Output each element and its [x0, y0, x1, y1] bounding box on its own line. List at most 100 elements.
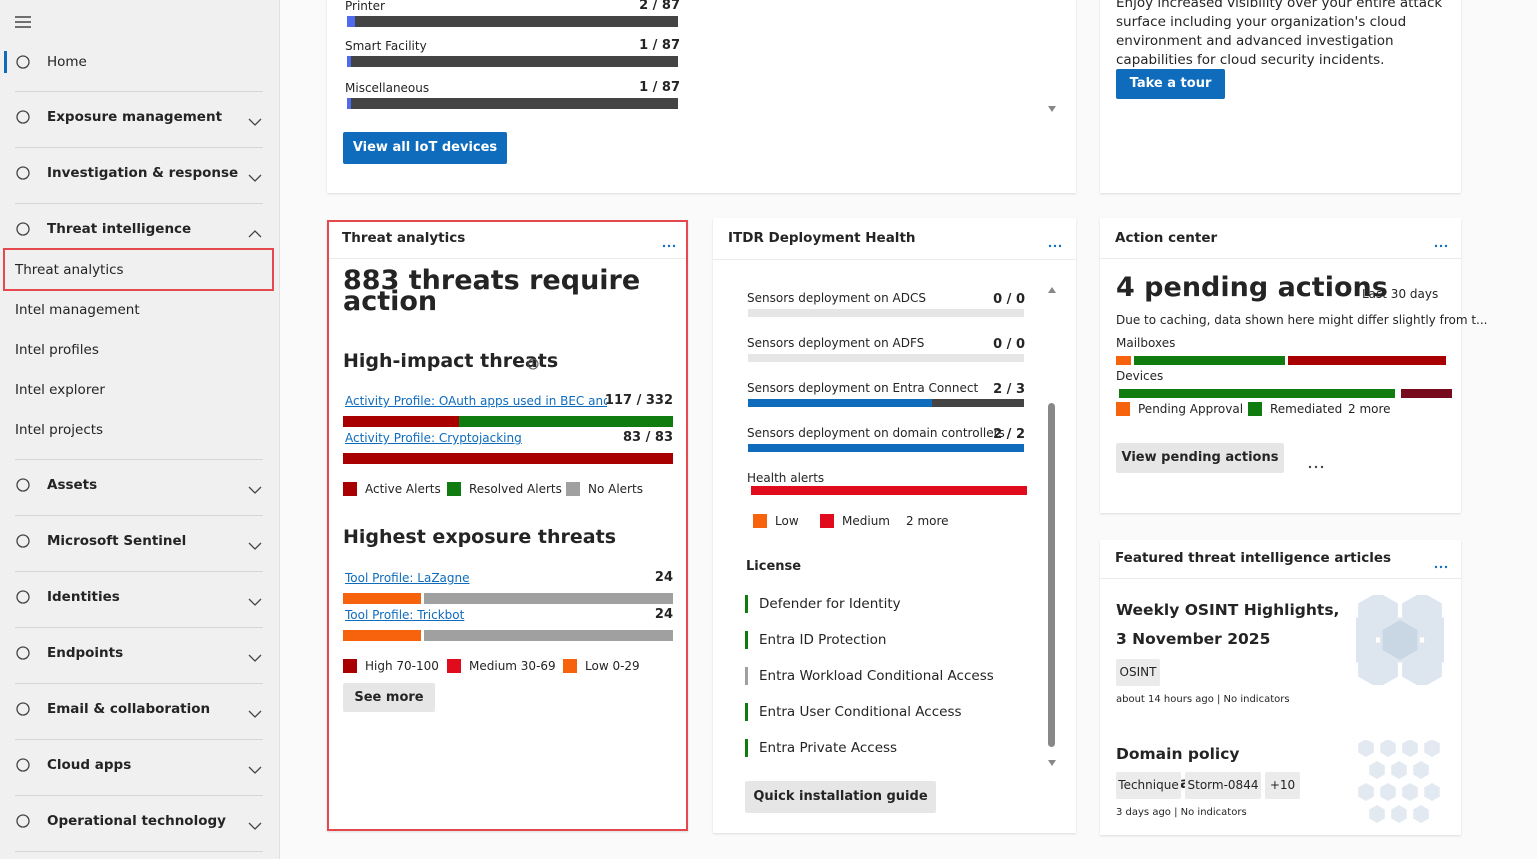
chevron[interactable] — [248, 112, 262, 126]
threat-link[interactable]: Activity Profile: OAuth apps used in BEC… — [345, 394, 607, 408]
nav-item[interactable]: Cloud apps — [47, 757, 132, 773]
separator — [15, 91, 263, 92]
chevron[interactable] — [248, 648, 262, 662]
bar-segment — [343, 630, 421, 641]
nav-icon — [15, 477, 31, 493]
article-title[interactable]: Domain policy modification — [1116, 745, 1240, 792]
more-icon[interactable] — [662, 234, 676, 248]
chevron[interactable] — [248, 224, 262, 238]
nav-item[interactable]: Threat intelligence — [47, 221, 192, 237]
nav-item[interactable]: Intel profiles — [15, 342, 99, 358]
bar-fill — [748, 444, 1024, 452]
nav-item[interactable]: Investigation & response — [47, 165, 239, 181]
button[interactable]: Quick installation guide — [745, 781, 936, 813]
nav-item[interactable]: Intel management — [15, 302, 140, 318]
status-bar — [745, 703, 748, 721]
threat-link[interactable]: Activity Profile: Cryptojacking — [345, 431, 522, 445]
article-image — [1336, 592, 1464, 688]
threat-link[interactable]: Tool Profile: Trickbot — [345, 608, 465, 622]
value-label: 117 / 332 — [604, 393, 673, 408]
card — [713, 218, 1076, 833]
nav-icon — [15, 757, 31, 773]
threat-link[interactable]: Tool Profile: LaZagne — [345, 571, 470, 585]
license-item: Entra Private Access — [759, 740, 898, 756]
scroll-arrow — [1047, 279, 1057, 293]
divider — [329, 258, 686, 259]
card-title: ITDR Deployment Health — [728, 230, 916, 246]
row-label: Miscellaneous — [345, 81, 430, 95]
chevron-svg — [248, 598, 262, 606]
nav-item[interactable]: Home — [47, 54, 87, 70]
legend-more[interactable]: 2 more — [906, 514, 949, 528]
nav-item[interactable]: Microsoft Sentinel — [47, 533, 187, 549]
chevron[interactable] — [248, 168, 262, 182]
divider — [1100, 258, 1461, 259]
separator — [15, 851, 263, 852]
chevron[interactable] — [248, 480, 262, 494]
legend-swatch — [753, 514, 767, 528]
article-title[interactable]: Weekly OSINT Highlights, 3 November 2025 — [1116, 601, 1340, 648]
legend-label: Medium 30-69 — [469, 659, 556, 673]
button[interactable]: View all IoT devices — [343, 132, 507, 164]
separator — [15, 627, 263, 628]
menu-icon[interactable] — [14, 14, 32, 28]
value-label: 24 — [654, 570, 673, 585]
row-label: Sensors deployment on ADFS — [747, 336, 925, 350]
nav-icon-svg — [16, 758, 30, 772]
chevron-svg — [248, 654, 262, 662]
bar-fill — [343, 416, 460, 427]
bar-fill — [347, 56, 351, 67]
separator — [15, 683, 263, 684]
more-icon[interactable] — [1048, 234, 1062, 248]
nav-item[interactable]: Identities — [47, 589, 120, 605]
nav-item[interactable]: Email & collaboration — [47, 701, 211, 717]
period: Last 30 days — [1362, 287, 1439, 301]
chevron[interactable] — [248, 816, 262, 830]
more-icon[interactable] — [1434, 555, 1448, 569]
nav-item[interactable]: Exposure management — [47, 109, 223, 125]
article-image — [1356, 739, 1444, 830]
legend-swatch — [343, 482, 357, 496]
nav-item[interactable]: Operational technology — [47, 813, 226, 829]
nav-item[interactable]: Intel explorer — [15, 382, 105, 398]
more-icon[interactable] — [1308, 455, 1324, 469]
article-image-svg — [1336, 592, 1464, 688]
button[interactable]: Take a tour — [1116, 69, 1225, 99]
nav-icon — [15, 701, 31, 717]
headline: 4 pending actions — [1116, 272, 1388, 303]
nav-item[interactable]: Threat analytics — [15, 262, 124, 278]
value-label: 24 — [654, 607, 673, 622]
legend-swatch — [447, 482, 461, 496]
legend-label: Medium — [842, 514, 890, 528]
separator — [15, 459, 263, 460]
legend-more[interactable]: 2 more — [1348, 402, 1391, 416]
legend-swatch — [1116, 402, 1130, 416]
nav-icon-svg — [16, 646, 30, 660]
bar-track — [748, 399, 1024, 407]
status-bar — [745, 631, 748, 649]
nav-icon — [15, 109, 31, 125]
nav-item[interactable]: Intel projects — [15, 422, 104, 438]
scroll-arrow — [1047, 98, 1057, 112]
chevron[interactable] — [248, 760, 262, 774]
row-label: Sensors deployment on Entra Connect — [747, 381, 979, 395]
scroll-track — [1048, 403, 1055, 747]
nav-icon-svg — [16, 534, 30, 548]
chevron[interactable] — [248, 592, 262, 606]
more-icon-svg — [1434, 244, 1448, 248]
bar-track — [347, 98, 678, 109]
note: Due to caching, data shown here might di… — [1116, 313, 1488, 327]
nav-item[interactable]: Assets — [47, 477, 98, 493]
chevron[interactable] — [248, 704, 262, 718]
more-icon[interactable] — [1434, 234, 1448, 248]
license-item: Entra ID Protection — [759, 632, 887, 648]
article-meta: about 14 hours ago | No indicators — [1116, 694, 1290, 705]
button[interactable]: View pending actions — [1116, 443, 1284, 473]
nav-item[interactable]: Endpoints — [47, 645, 124, 661]
chevron[interactable] — [248, 536, 262, 550]
card-title: Action center — [1115, 230, 1218, 246]
button[interactable]: See more — [343, 683, 435, 712]
row-label: Health alerts — [747, 471, 825, 485]
nav-icon-svg — [16, 110, 30, 124]
legend-swatch — [820, 514, 834, 528]
